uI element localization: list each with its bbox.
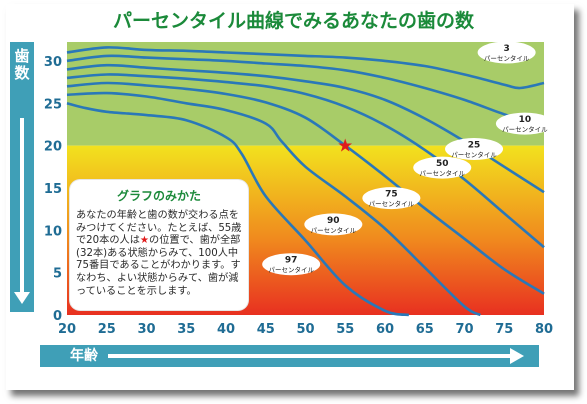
- percentile-label-number: 50: [436, 159, 449, 169]
- note-star-icon: ★: [139, 235, 150, 247]
- y-axis-title-text: 歯数: [14, 47, 30, 82]
- percentile-label-number: 90: [327, 216, 340, 226]
- y-tick-25: 25: [44, 97, 62, 112]
- percentile-label-number: 97: [285, 256, 298, 266]
- x-tick-80: 80: [535, 322, 553, 337]
- x-tick-45: 45: [257, 322, 275, 337]
- x-tick-35: 35: [177, 322, 195, 337]
- percentile-label-unit: パーセンタイル: [484, 53, 530, 62]
- y-tick-20: 20: [44, 140, 62, 155]
- percentile-label-unit: パーセンタイル: [502, 125, 548, 134]
- x-tick-50: 50: [296, 322, 314, 337]
- percentile-label-number: 3: [504, 44, 510, 54]
- curve-1: [66, 46, 545, 90]
- curve-5: [66, 81, 545, 295]
- x-axis-arrow-head: [510, 348, 524, 364]
- percentile-label-number: 10: [519, 115, 532, 125]
- percentile-label-bubble: [362, 187, 421, 210]
- percentile-label-unit: パーセンタイル: [369, 199, 415, 208]
- how-to-read-box: グラフのみかた あなたの年齢と歯の数が交わる点をみつけてください。たとえば、55…: [70, 180, 248, 310]
- y-axis-title: 歯数: [11, 48, 33, 82]
- percentile-label-number: 25: [468, 141, 481, 151]
- x-tick-60: 60: [376, 322, 394, 337]
- x-tick-25: 25: [98, 322, 116, 337]
- note-text-after: の位置で、歯が全部(32本)ある状態からみて、100人中75番目であることがわか…: [76, 235, 241, 297]
- note-text-before: あなたの年齢と歯の数が交わる点をみつけてください。たとえば、55歳で20本の人は: [76, 210, 242, 247]
- x-tick-40: 40: [217, 322, 235, 337]
- y-tick-10: 10: [44, 224, 62, 239]
- percentile-label-unit: パーセンタイル: [451, 150, 497, 159]
- y-axis-arrow-head: [14, 292, 30, 304]
- note-title: グラフのみかた: [116, 189, 201, 203]
- percentile-label-bubble: [445, 138, 504, 161]
- x-tick-55: 55: [336, 322, 354, 337]
- percentile-label-number: 75: [385, 190, 398, 200]
- curve-2: [66, 54, 545, 123]
- curve-7: [66, 102, 410, 317]
- example-star-icon: ★: [337, 136, 353, 157]
- y-tick-5: 5: [53, 267, 62, 282]
- y-tick-0: 0: [53, 309, 62, 324]
- percentile-label-bubble: [262, 253, 321, 276]
- x-tick-30: 30: [137, 322, 155, 337]
- percentile-label-unit: パーセンタイル: [311, 225, 357, 234]
- x-tick-70: 70: [455, 322, 473, 337]
- percentile-label-unit: パーセンタイル: [268, 265, 314, 274]
- page-title: パーセンタイル曲線でみるあなたの歯の数: [112, 10, 474, 32]
- percentile-label-unit: パーセンタイル: [419, 169, 465, 178]
- x-tick-65: 65: [416, 322, 434, 337]
- percentile-label-bubble: [304, 213, 363, 236]
- x-tick-75: 75: [495, 322, 513, 337]
- percentile-label-bubble: [413, 156, 472, 179]
- x-tick-20: 20: [58, 322, 76, 337]
- percentile-label-bubble: [495, 112, 554, 135]
- y-tick-15: 15: [44, 182, 62, 197]
- x-axis-title: 年齢: [70, 348, 98, 364]
- note-body: あなたの年齢と歯の数が交わる点をみつけてください。たとえば、55歳で20本の人は…: [76, 210, 246, 298]
- curve-6: [66, 91, 482, 317]
- y-tick-30: 30: [44, 55, 62, 70]
- curve-4: [66, 73, 545, 249]
- percentile-label-bubble: [477, 41, 536, 64]
